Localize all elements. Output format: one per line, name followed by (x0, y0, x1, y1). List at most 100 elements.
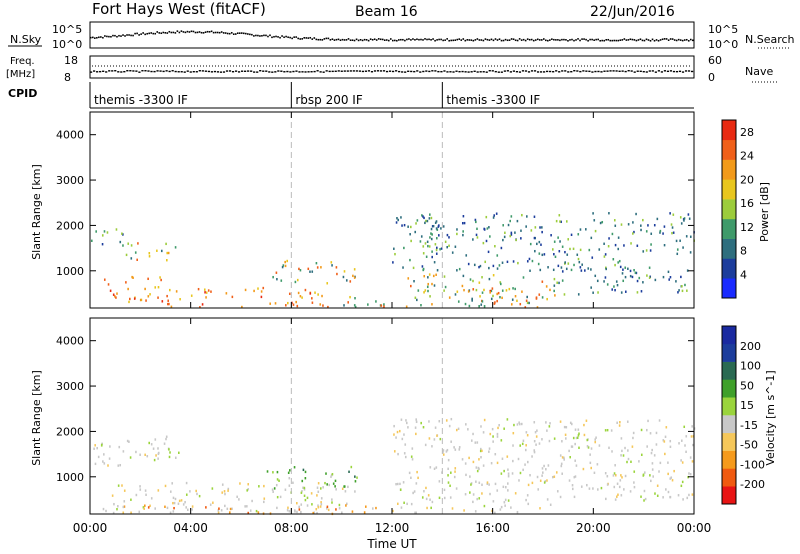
range-cell (145, 489, 147, 491)
range-cell (680, 459, 682, 461)
range-cell (520, 472, 522, 474)
nsky-point (595, 39, 597, 41)
range-cell (145, 494, 147, 496)
freq-point (304, 71, 306, 72)
range-cell (654, 224, 656, 226)
range-cell (611, 450, 613, 452)
range-cell (519, 303, 521, 305)
nsky-point (454, 39, 456, 41)
range-cell (569, 456, 571, 458)
range-cell (468, 457, 470, 459)
range-cell (127, 242, 129, 244)
range-cell (320, 505, 322, 507)
range-cell (375, 507, 377, 509)
freq-point (516, 71, 518, 72)
range-cell (472, 238, 474, 240)
range-cell (258, 485, 260, 487)
range-cell (492, 435, 494, 437)
nsky-point (326, 38, 328, 40)
nsky-point (513, 38, 515, 40)
colorbar-tick-label: 20 (740, 173, 754, 186)
nsky-point (509, 39, 511, 41)
nsky-point (372, 39, 374, 41)
freq-point (431, 70, 433, 71)
range-cell (183, 503, 185, 505)
range-cell (428, 420, 430, 422)
range-cell (505, 486, 507, 488)
range-cell (198, 288, 200, 290)
range-cell (403, 433, 405, 435)
freq-point (313, 71, 315, 72)
range-cell (484, 228, 486, 230)
range-cell (500, 508, 502, 510)
range-cell (512, 444, 514, 446)
nsky-point (394, 40, 396, 42)
nsky-point (398, 39, 400, 41)
range-cell (397, 453, 399, 455)
freq-point (380, 70, 382, 71)
nsky-point (529, 39, 531, 41)
range-cell (109, 457, 111, 459)
nsky-point (247, 33, 249, 35)
nsky-point (646, 38, 648, 40)
range-cell (568, 450, 570, 452)
range-cell (562, 270, 564, 272)
freq-point (464, 71, 466, 72)
range-cell (443, 453, 445, 455)
nsky-point (557, 39, 559, 41)
range-cell (627, 449, 629, 451)
range-cell (166, 436, 168, 438)
range-cell (346, 279, 348, 281)
range-cell (517, 220, 519, 222)
range-cell (462, 230, 464, 232)
range-cell (497, 267, 499, 269)
range-cell (395, 436, 397, 438)
nsky-point (523, 39, 525, 41)
range-cell (522, 443, 524, 445)
range-cell (401, 224, 403, 226)
range-cell (581, 485, 583, 487)
cpid-panel: CPID themis -3300 IF rbsp 200 IF themis -3… (8, 82, 694, 108)
freq-point (440, 71, 442, 72)
nsky-point (279, 37, 281, 39)
range-cell (488, 251, 490, 253)
range-cell (682, 290, 684, 292)
range-cell (676, 240, 678, 242)
range-cell (403, 502, 405, 504)
range-cell (650, 233, 652, 235)
range-cell (498, 424, 500, 426)
range-cell (642, 219, 644, 221)
freq-point (531, 70, 533, 71)
range-cell (502, 239, 504, 241)
range-cell (656, 443, 658, 445)
range-cell (673, 214, 675, 216)
freq-point (585, 70, 587, 71)
freq-point (392, 71, 394, 72)
range-cell (505, 499, 507, 501)
range-cell (655, 279, 657, 281)
nsky-point (503, 40, 505, 42)
range-cell (139, 488, 141, 490)
range-cell (405, 419, 407, 421)
range-cell (305, 289, 307, 291)
sky-panel: N.Sky 10^5 10^0 10^5 10^0 N.Search (8, 22, 795, 51)
range-cell (356, 476, 358, 478)
range-cell (572, 484, 574, 486)
range-cell (557, 236, 559, 238)
range-cell (138, 511, 140, 513)
range-cell (206, 291, 208, 293)
range-cell (107, 231, 109, 233)
range-cell (542, 281, 544, 283)
range-cell (429, 213, 431, 215)
nsky-point (102, 37, 104, 39)
range-cell (434, 468, 436, 470)
nsky-point (263, 35, 265, 37)
range-cell (479, 281, 481, 283)
range-cell (513, 432, 515, 434)
colorbar-swatch (722, 379, 736, 397)
range-cell (365, 505, 367, 507)
nsky-point (257, 35, 259, 37)
range-cell (165, 438, 167, 440)
range-cell (284, 261, 286, 263)
range-cell (411, 455, 413, 457)
